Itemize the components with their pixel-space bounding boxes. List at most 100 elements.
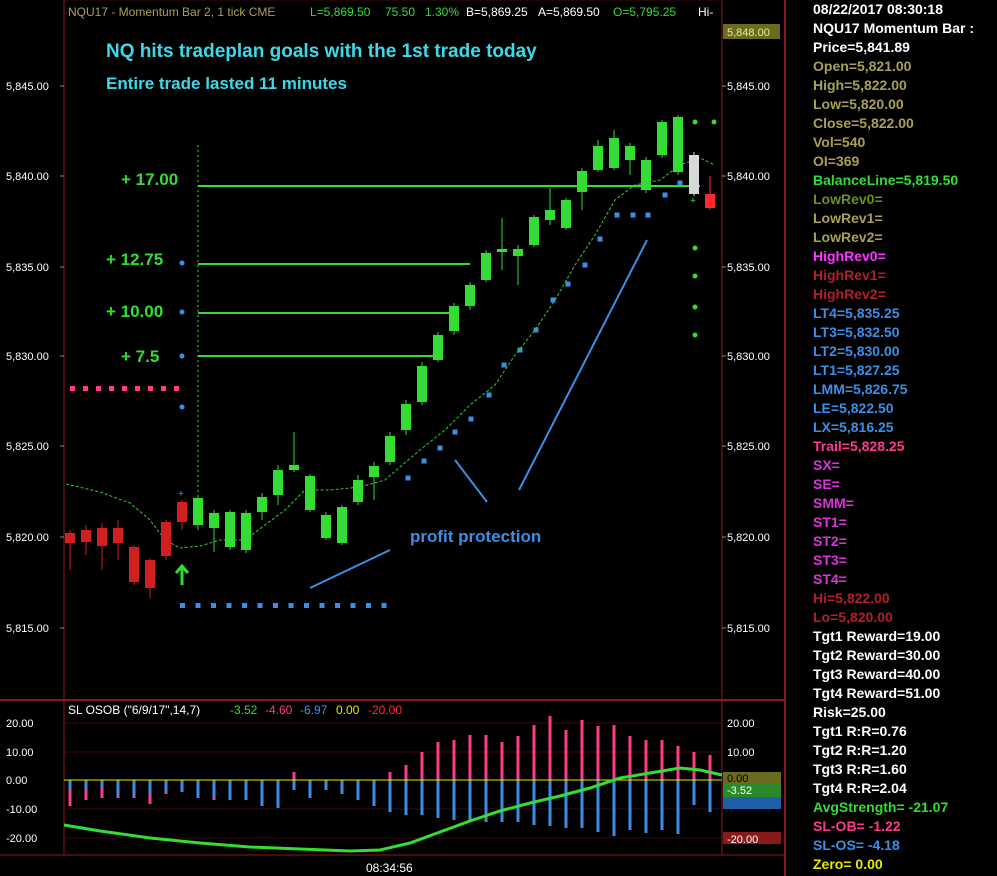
data-window-row: OI=369	[813, 153, 860, 169]
trail-dots	[180, 180, 683, 608]
profit-annotation: profit protection	[410, 527, 541, 546]
svg-text:O=5,795.25: O=5,795.25	[613, 5, 676, 19]
svg-text:0.00: 0.00	[727, 773, 748, 785]
price-label-right: 5,835.00	[727, 262, 770, 274]
svg-text:+: +	[690, 196, 696, 207]
data-window-row: SL-OB= -1.22	[813, 818, 901, 834]
data-window-row: HighRev1=	[813, 267, 886, 283]
svg-text:-3.52: -3.52	[727, 785, 752, 797]
buy-arrow-icon	[174, 563, 190, 585]
price-label-left: 5,830.00	[6, 351, 49, 363]
chart-header: NQU17 - Momentum Bar 2, 1 tick CME L=5,8…	[68, 5, 713, 19]
indicator-axis-label: -20.00	[6, 833, 37, 845]
data-window-row: LE=5,822.50	[813, 400, 894, 416]
headline-annotation: NQ hits tradeplan goals with the 1st tra…	[106, 41, 537, 62]
price-label-right: 5,815.00	[727, 623, 770, 635]
indicator-axis-label: 20.00	[6, 718, 34, 730]
data-window-row: Tgt1 Reward=19.00	[813, 628, 941, 644]
data-window-row: LT2=5,830.00	[813, 343, 900, 359]
data-window-row: Tgt2 Reward=30.00	[813, 647, 941, 663]
svg-text:10.00: 10.00	[727, 747, 755, 759]
svg-text:A=5,869.50: A=5,869.50	[538, 5, 600, 19]
price-label-right: 5,840.00	[727, 171, 770, 183]
data-window-row: HighRev0=	[813, 248, 886, 264]
data-window-row: SX=	[813, 457, 840, 473]
price-label-left: 5,815.00	[6, 623, 49, 635]
svg-text:-4.60: -4.60	[265, 703, 293, 717]
svg-text:+ 7.5: + 7.5	[121, 347, 159, 366]
svg-text:NQU17 - Momentum Bar 2, 1 tick: NQU17 - Momentum Bar 2, 1 tick CME	[68, 5, 275, 19]
data-window-row: LT1=5,827.25	[813, 362, 900, 378]
time-label: 08:34:56	[366, 861, 413, 875]
data-window-row: SMM=	[813, 495, 854, 511]
data-window-row: HighRev2=	[813, 286, 886, 302]
data-window-row: LT4=5,835.25	[813, 305, 900, 321]
data-window-row: LowRev2=	[813, 229, 883, 245]
data-window-row: AvgStrength= -21.07	[813, 799, 949, 815]
svg-text:+ 10.00: + 10.00	[106, 302, 163, 321]
data-window-row: Tgt1 R:R=0.76	[813, 723, 907, 739]
svg-text:+ 12.75: + 12.75	[106, 250, 163, 269]
data-window-row: LX=5,816.25	[813, 419, 894, 435]
profit-arrows	[309, 239, 648, 589]
data-window-row: Hi=5,822.00	[813, 590, 890, 606]
data-window-row: LT3=5,832.50	[813, 324, 900, 340]
data-window-row: Price=5,841.89	[813, 39, 910, 55]
data-window-row: Risk=25.00	[813, 704, 886, 720]
svg-text:-6.97: -6.97	[300, 703, 328, 717]
data-window-row: Tgt4 Reward=51.00	[813, 685, 941, 701]
data-window-row: NQU17 Momentum Bar :	[813, 20, 975, 36]
data-window-row: SL-OS= -4.18	[813, 837, 900, 853]
price-label-right: 5,825.00	[727, 441, 770, 453]
price-label-right: 5,830.00	[727, 351, 770, 363]
data-window-row: Trail=5,828.25	[813, 438, 905, 454]
svg-text:B=5,869.25: B=5,869.25	[466, 5, 528, 19]
entry-dots	[179, 260, 185, 410]
svg-text:20.00: 20.00	[727, 718, 755, 730]
svg-text:75.50: 75.50	[385, 5, 415, 19]
indicator-axis-label: 0.00	[6, 775, 27, 787]
price-label-left: 5,825.00	[6, 441, 49, 453]
data-window-row: Tgt2 R:R=1.20	[813, 742, 907, 758]
svg-text:+ 17.00: + 17.00	[121, 170, 178, 189]
indicator-bars	[68, 716, 712, 836]
data-window: 08/22/2017 08:30:18 NQU17 Momentum Bar : P…	[810, 0, 997, 876]
data-window-row: Close=5,822.00	[813, 115, 914, 131]
svg-text:1.30%: 1.30%	[425, 5, 459, 19]
price-axis: 5,845.00 5,845.00 5,840.00 5,840.00 5,835.00…	[6, 81, 770, 635]
data-window-row: SE=	[813, 476, 840, 492]
data-window-row: ST4=	[813, 571, 847, 587]
indicator-right-labels: 20.00 10.00 0.00 -3.52 -20.00	[723, 718, 781, 846]
svg-text:Hi-: Hi-	[698, 5, 713, 19]
signal-dots	[692, 119, 717, 338]
data-window-row: Vol=540	[813, 134, 866, 150]
data-window-row: ST2=	[813, 533, 847, 549]
svg-text:-20.00: -20.00	[368, 703, 402, 717]
data-window-row: High=5,822.00	[813, 77, 907, 93]
stop-dots	[70, 386, 179, 391]
price-label-left: 5,840.00	[6, 171, 49, 183]
data-window-row: ST1=	[813, 514, 847, 530]
svg-text:SL OSOB ("6/9/17",14,7): SL OSOB ("6/9/17",14,7)	[68, 703, 200, 717]
data-window-row: Lo=5,820.00	[813, 609, 893, 625]
data-window-row: LMM=5,826.75	[813, 381, 908, 397]
data-window-row: 08/22/2017 08:30:18	[813, 1, 943, 17]
data-window-row: Low=5,820.00	[813, 96, 904, 112]
balance-line	[65, 157, 716, 549]
data-window-row: Tgt3 R:R=1.60	[813, 761, 907, 777]
price-highlight: 5,848.00	[723, 24, 780, 39]
data-window-row: LowRev0=	[813, 191, 883, 207]
price-label-left: 5,835.00	[6, 262, 49, 274]
svg-text:-3.52: -3.52	[230, 703, 258, 717]
data-window-row: Zero= 0.00	[813, 856, 883, 872]
data-window-row: Tgt4 R:R=2.04	[813, 780, 907, 796]
candles: ++	[65, 115, 715, 598]
indicator-header: SL OSOB ("6/9/17",14,7) -3.52 -4.60 -6.9…	[68, 703, 402, 717]
svg-text:5,848.00: 5,848.00	[727, 27, 770, 39]
chart-panel[interactable]: 5,845.00 5,845.00 5,840.00 5,840.00 5,835.00…	[0, 0, 810, 876]
data-window-row: ST3=	[813, 552, 847, 568]
indicator-axis-label: 10.00	[6, 747, 34, 759]
indicator-axis-label: -10.00	[6, 804, 37, 816]
svg-text:L=5,869.50: L=5,869.50	[310, 5, 371, 19]
subline-annotation: Entire trade lasted 11 minutes	[106, 74, 347, 93]
